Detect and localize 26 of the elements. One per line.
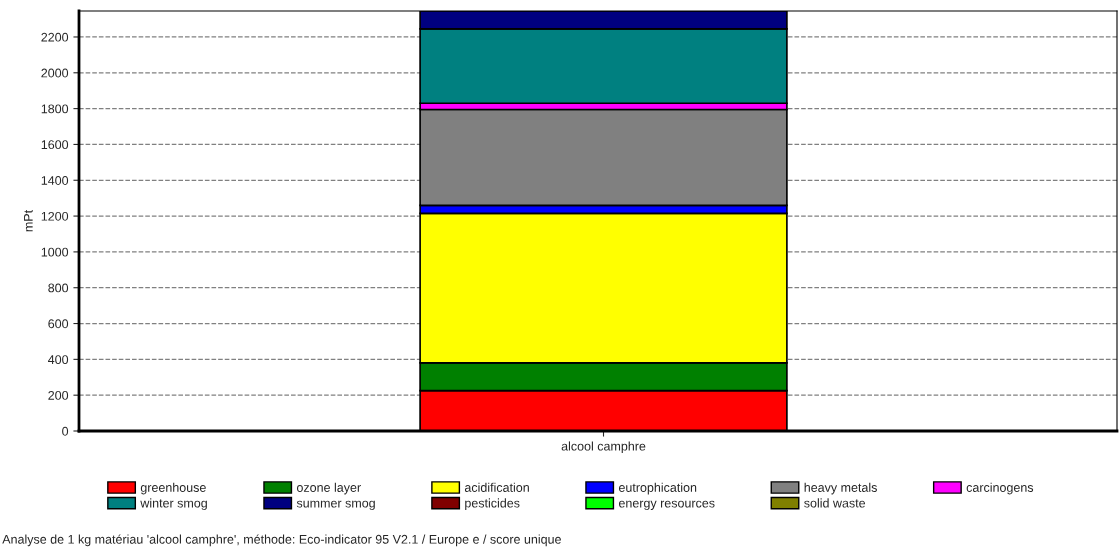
y-tick-label: 1400 [41, 176, 69, 185]
legend-label: ozone layer [296, 482, 361, 495]
legend-label: pesticides [465, 498, 520, 510]
x-tick-label: alcool camphre [561, 441, 646, 454]
y-tick-label: 1800 [41, 104, 69, 114]
legend-label: summer smog [296, 500, 375, 510]
legend-label: acidification [464, 482, 529, 492]
y-axis-title: mPt [24, 209, 33, 232]
y-tick-label: 0 [62, 426, 69, 436]
y-tick-label: 800 [48, 283, 69, 293]
y-tick-label: 400 [48, 355, 69, 365]
legend-label: greenhouse [140, 482, 206, 495]
y-tick-label: 1200 [41, 211, 69, 221]
y-tick-label: 600 [48, 319, 69, 329]
legend-label: energy resources [618, 500, 715, 510]
text: Analyse de 1 kg matériau 'alcool camphre', méthode: Eco-indicator 95 V2.1 / Europe e / score unique [2, 534, 561, 547]
y-tick-label: 1600 [41, 140, 69, 150]
y-tick-label: 1000 [41, 247, 69, 257]
legend-label: heavy metals [804, 482, 877, 495]
legend-label: winter smog [140, 498, 207, 510]
y-tick-label: 2200 [41, 32, 69, 42]
y-tick-label: 200 [48, 390, 69, 400]
legend-label: eutrophication [618, 482, 697, 495]
legend-label: carcinogens [966, 482, 1034, 495]
legend-label: solid waste [804, 498, 866, 508]
y-tick-label: 2000 [41, 68, 69, 78]
